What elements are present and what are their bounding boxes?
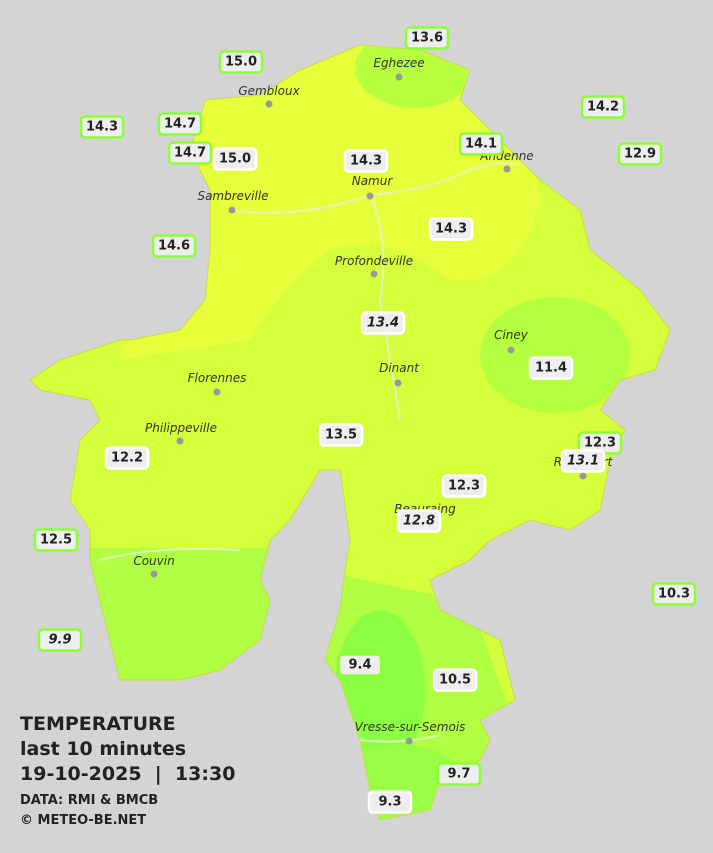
place-name: Sambreville (197, 189, 268, 203)
reading-box (458, 132, 504, 156)
place-dot (503, 165, 511, 173)
place-name: Ciney (494, 328, 529, 342)
reading-value: 9.3 (378, 795, 401, 810)
reading-box (157, 112, 203, 136)
reading-value: 14.3 (435, 222, 467, 237)
place-dot (405, 737, 413, 745)
reading-box (360, 311, 406, 335)
zone-ciney (480, 297, 630, 413)
reading-box (218, 50, 264, 74)
reading-value: 12.9 (624, 147, 656, 162)
reading-box (528, 356, 574, 380)
reading-box (432, 668, 478, 692)
place-dot (265, 100, 273, 108)
reading-box (151, 234, 197, 258)
place-name: Profondeville (335, 254, 413, 268)
reading-value: 14.3 (350, 154, 382, 169)
reading-box (441, 474, 487, 498)
reading-box (337, 653, 383, 677)
zone-warm (120, 45, 540, 360)
reading-value: 10.3 (658, 587, 690, 602)
place-dot (579, 472, 587, 480)
place-dot (228, 206, 236, 214)
reading-value: 10.5 (439, 673, 471, 688)
reading-value: 14.1 (465, 137, 497, 152)
timestamp: 19-10-2025 | 13:30 (20, 763, 235, 785)
reading-value: 13.4 (367, 316, 399, 331)
reading-value: 13.1 (567, 454, 599, 469)
reading-value: 12.3 (448, 479, 480, 494)
reading-value: 13.5 (325, 428, 357, 443)
place-dot (176, 437, 184, 445)
reading-box (33, 528, 79, 552)
title: TEMPERATURE (20, 713, 176, 735)
reading-box (396, 509, 442, 533)
reading-box (212, 147, 258, 171)
places: EghezeeGemblouxAndenneNamurSambrevillePr… (133, 56, 614, 745)
reading-value: 9.9 (48, 633, 71, 648)
reading-value: 15.0 (225, 55, 257, 70)
reading-value: 9.7 (447, 767, 470, 782)
reading-box (428, 217, 474, 241)
readings: 13.6 15.0 14.3 14.7 14.7 15.0 14.3 14.1 14.2 12.9… (33, 26, 697, 814)
place-dot (507, 346, 515, 354)
credit: © METEO-BE.NET (20, 813, 146, 828)
reading-value: 15.0 (219, 152, 251, 167)
reading-value: 12.2 (111, 451, 143, 466)
reading-value: 9.4 (348, 658, 371, 673)
subtitle: last 10 minutes (20, 738, 186, 760)
reading-value: 14.2 (587, 100, 619, 115)
reading-value: 14.7 (174, 146, 206, 161)
reading-box (79, 115, 125, 139)
reading-value: 12.8 (403, 514, 435, 529)
reading-value: 14.3 (86, 120, 118, 135)
reading-value: 13.6 (411, 31, 443, 46)
reading-box (436, 762, 482, 786)
place-dot (213, 388, 221, 396)
reading-box (167, 141, 213, 165)
reading-value: 12.5 (40, 533, 72, 548)
reading-box (343, 149, 389, 173)
reading-box (367, 790, 413, 814)
reading-value: 12.3 (584, 436, 616, 451)
place-dot (366, 192, 374, 200)
place-name: Eghezee (373, 56, 424, 70)
reading-box (560, 449, 606, 473)
reading-box (104, 446, 150, 470)
place-name: Gembloux (238, 84, 300, 98)
reading-box (580, 95, 626, 119)
place-name: Dinant (379, 361, 420, 375)
place-dot (395, 73, 403, 81)
place-dot (370, 270, 378, 278)
rivers (99, 162, 521, 743)
place-name: Namur (352, 174, 394, 188)
place-dot (150, 570, 158, 578)
reading-box (318, 423, 364, 447)
reading-box (404, 26, 450, 50)
reading-box (651, 582, 697, 606)
place-name: Couvin (133, 554, 174, 568)
place-name: Florennes (188, 371, 247, 385)
credit: DATA: RMI & BMCB (20, 793, 158, 808)
place-name: Vresse-sur-Semois (355, 720, 466, 734)
province-outline (29, 44, 671, 821)
reading-box (617, 142, 663, 166)
place-name: Philippeville (145, 421, 217, 435)
place-dot (394, 379, 402, 387)
reading-value: 14.6 (158, 239, 190, 254)
zone-cold (335, 610, 425, 770)
reading-value: 14.7 (164, 117, 196, 132)
reading-value: 11.4 (535, 361, 567, 376)
reading-box (37, 628, 83, 652)
